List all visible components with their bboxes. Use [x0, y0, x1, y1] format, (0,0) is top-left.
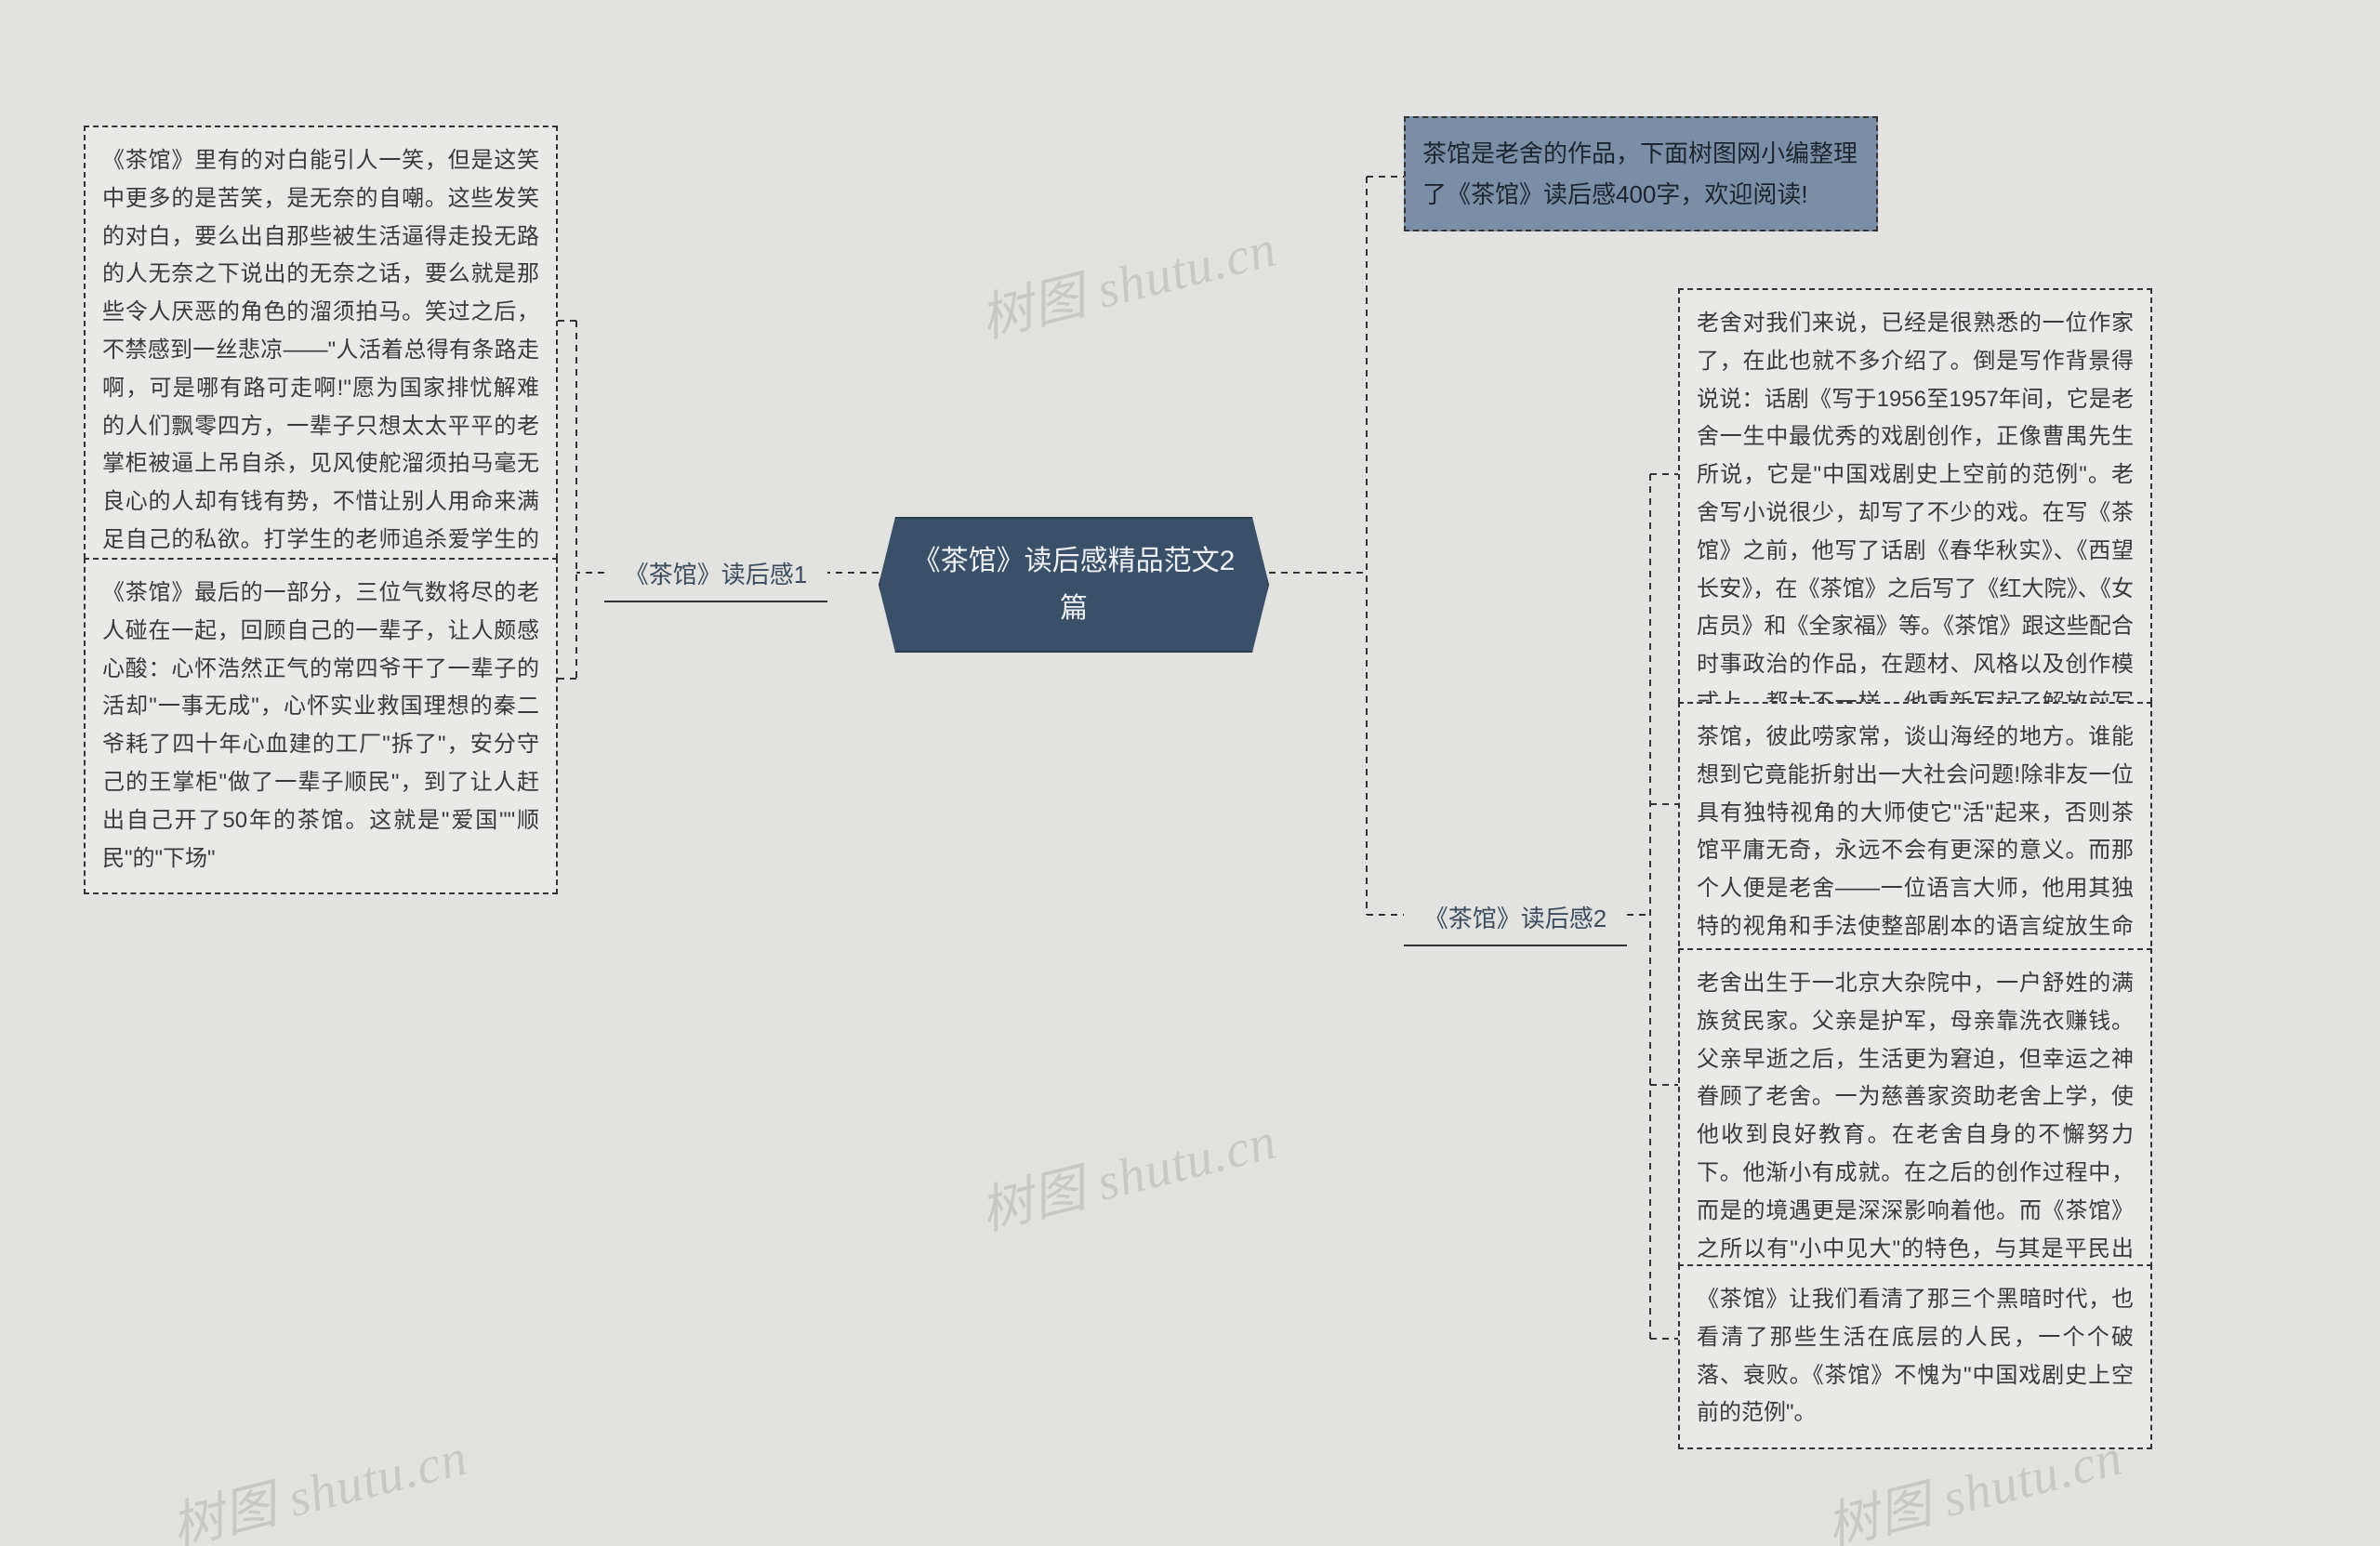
root-node: 《茶馆》读后感精品范文2 篇	[879, 517, 1269, 653]
intro-node: 茶馆是老舍的作品，下面树图网小编整理了《茶馆》读后感400字，欢迎阅读!	[1404, 116, 1878, 231]
right-leaf-4: 《茶馆》让我们看清了那三个黑暗时代，也看清了那些生活在底层的人民，一个个破落、衰…	[1678, 1264, 2152, 1449]
watermark: 树图 shutu.cn	[163, 1415, 474, 1546]
watermark: 树图 shutu.cn	[972, 1099, 1283, 1245]
root-title-line2: 篇	[897, 585, 1250, 632]
right-branch-label: 《茶馆》读后感2	[1404, 892, 1627, 946]
watermark: 树图 shutu.cn	[972, 206, 1283, 352]
left-branch-label: 《茶馆》读后感1	[604, 548, 827, 602]
root-title-line1: 《茶馆》读后感精品范文2	[897, 537, 1250, 585]
left-leaf-2: 《茶馆》最后的一部分，三位气数将尽的老人碰在一起，回顾自己的一辈子，让人颇感心酸…	[84, 558, 558, 894]
mindmap-canvas: 树图 shutu.cn 树图 shutu.cn 树图 shutu.cn 树图 s…	[0, 0, 2380, 1546]
